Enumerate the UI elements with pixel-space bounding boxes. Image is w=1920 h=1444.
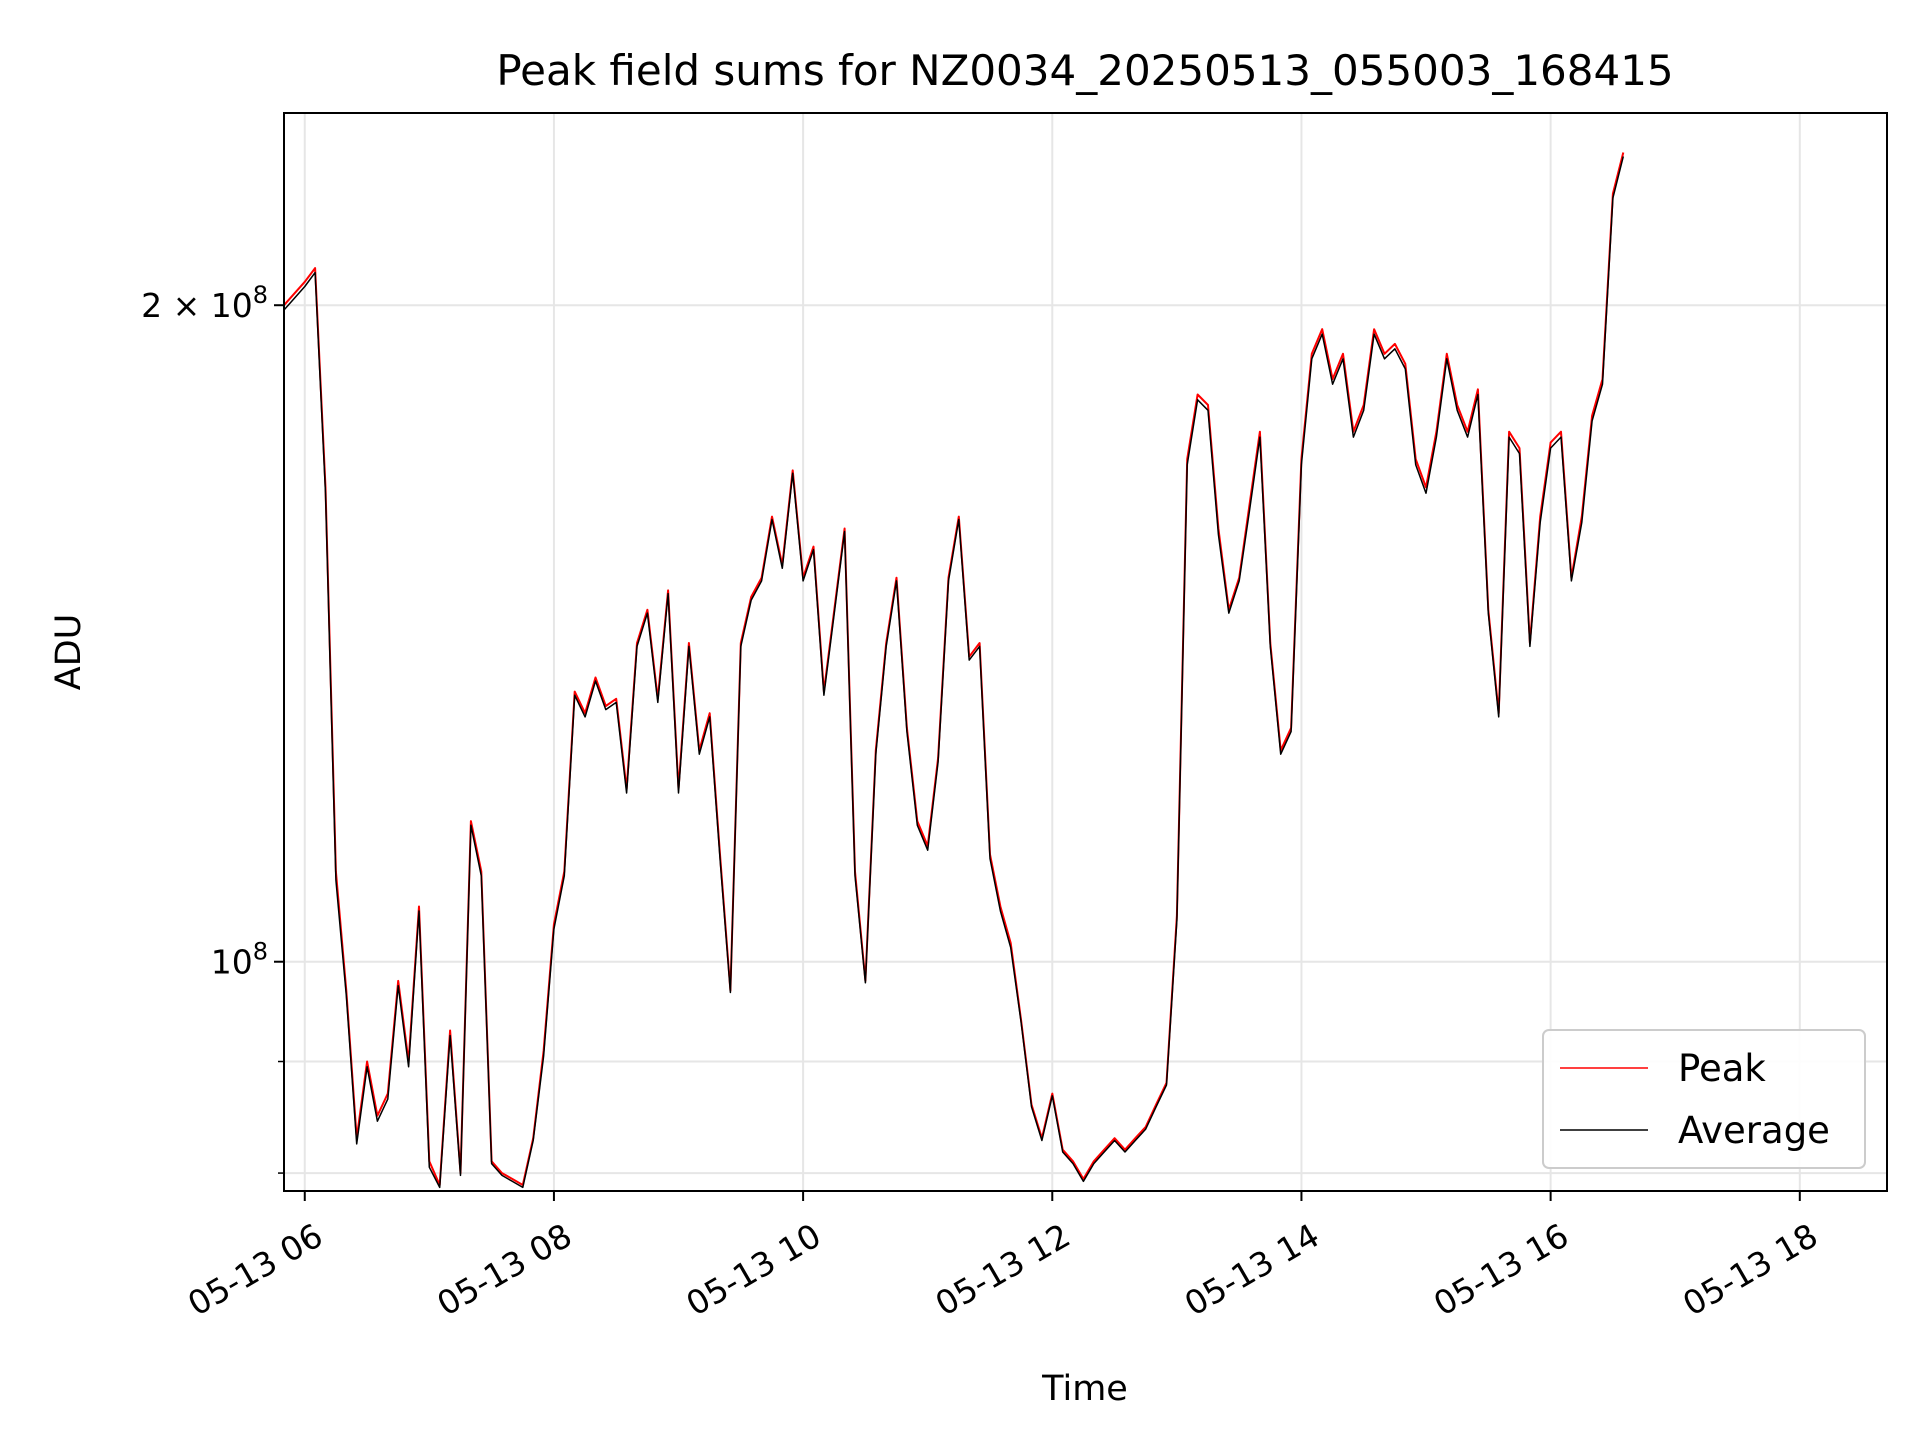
series-lines bbox=[283, 152, 1625, 1189]
x-tick-label: 05-13 10 bbox=[680, 1216, 828, 1324]
x-axis-ticks: 05-13 06 05-13 08 05-13 10 05-13 12 05-13 14… bbox=[181, 1191, 1824, 1324]
legend: Peak Average bbox=[1542, 1029, 1866, 1169]
x-tick-label: 05-13 18 bbox=[1676, 1216, 1824, 1324]
y-axis-ticks: 108 2 × 108 bbox=[141, 281, 284, 1174]
x-tick-label: 05-13 14 bbox=[1178, 1216, 1326, 1324]
series-line-average bbox=[283, 156, 1625, 1189]
x-tick-label: 05-13 12 bbox=[929, 1216, 1077, 1324]
y-tick-label: 2 × 108 bbox=[141, 281, 268, 325]
x-tick-label: 05-13 06 bbox=[181, 1216, 329, 1324]
chart-title: Peak field sums for NZ0034_20250513_0550… bbox=[496, 46, 1673, 95]
y-axis-label: ADU bbox=[49, 614, 89, 691]
plot-frame bbox=[283, 112, 1888, 1192]
x-tick-label: 05-13 16 bbox=[1427, 1216, 1575, 1324]
legend-label-peak: Peak bbox=[1678, 1047, 1766, 1090]
legend-box bbox=[1542, 1029, 1866, 1169]
x-axis-label: Time bbox=[1041, 1369, 1128, 1409]
grid-lines bbox=[284, 113, 1887, 1191]
x-tick-label: 05-13 08 bbox=[430, 1216, 578, 1324]
legend-label-average: Average bbox=[1678, 1109, 1830, 1152]
y-tick-label: 108 bbox=[211, 938, 268, 982]
series-line-peak bbox=[283, 152, 1625, 1186]
